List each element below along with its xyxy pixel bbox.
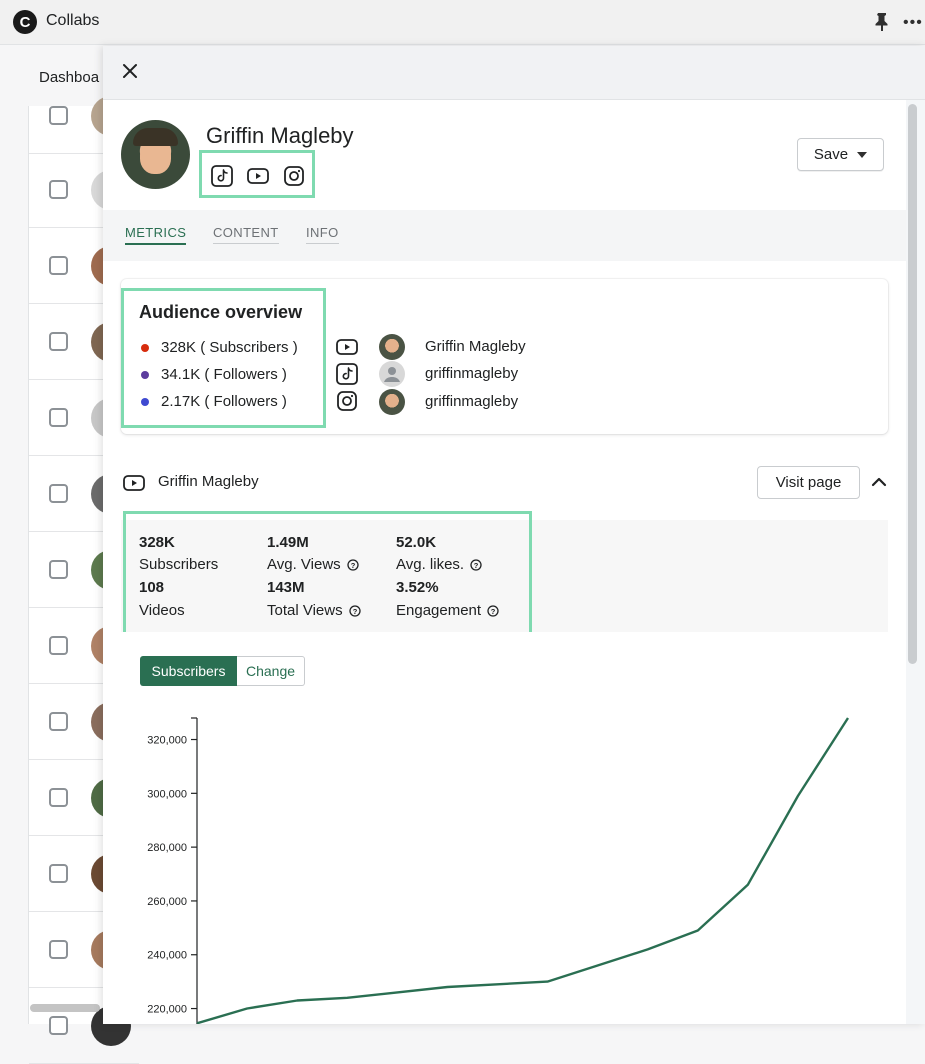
tab-info[interactable]: INFO [306,225,339,244]
tab-content[interactable]: CONTENT [213,225,279,244]
app-title: Collabs [46,12,100,29]
row-checkbox[interactable] [49,864,68,883]
status-dot [141,370,149,379]
stat-label: Engagement ? [396,602,499,619]
stat-label: Avg. likes. ? [396,556,482,573]
chart-card [121,632,888,1024]
visit-page-button[interactable]: Visit page [757,466,860,499]
status-dot [141,343,149,352]
y-tick-label: 260,000 [147,896,187,908]
instagram-icon[interactable] [283,165,305,187]
row-checkbox[interactable] [49,636,68,655]
change-toggle[interactable]: Change [237,656,305,686]
row-checkbox[interactable] [49,332,68,351]
social-links [199,150,315,198]
row-checkbox[interactable] [49,106,68,125]
avatar [379,389,405,415]
stat-value: 3.52% [396,579,439,596]
tabs: METRICS CONTENT INFO [103,210,906,261]
svg-text:?: ? [352,607,357,616]
chevron-up-icon[interactable] [871,475,887,489]
audience-card [121,279,888,434]
audience-title: Audience overview [139,302,303,322]
help-icon[interactable]: ? [347,558,359,571]
series-line [196,717,850,1024]
status-dot [141,397,149,406]
profile-name: Griffin Magleby [206,123,354,148]
row-checkbox[interactable] [49,788,68,807]
row-checkbox[interactable] [49,560,68,579]
y-tick-label: 300,000 [147,788,187,800]
row-checkbox[interactable] [49,256,68,275]
caret-down-icon [857,151,868,158]
tiktok-icon[interactable] [211,165,233,187]
row-checkbox[interactable] [49,712,68,731]
stat-value: 108 [139,579,165,596]
y-tick-label: 220,000 [147,1004,187,1016]
subscribers-toggle[interactable]: Subscribers [140,656,237,686]
tab-metrics[interactable]: METRICS [125,225,187,245]
profile-header: Griffin Magleby Save [103,100,906,210]
row-checkbox[interactable] [49,484,68,503]
subscribers-chart: 220,000 240,000 260,000 280,000 300,000 320,0… [147,717,850,1024]
stat-label: Avg. Views ? [267,556,359,573]
instagram-icon [337,391,357,411]
close-icon[interactable] [122,63,138,79]
youtube-icon [336,339,358,355]
row-checkbox[interactable] [49,940,68,959]
svg-text:?: ? [350,561,355,570]
svg-text:?: ? [474,561,479,570]
stat-value: 52.0K [396,534,437,551]
svg-text:?: ? [491,607,496,616]
stat-value: 1.49M [267,534,309,551]
stat-label: Subscribers [139,556,219,573]
dashboard-tab[interactable]: Dashboa [39,69,100,86]
save-label: Save [813,146,849,163]
avatar [121,120,190,189]
stats-panel [121,520,888,632]
youtube-icon [123,475,145,491]
row-checkbox[interactable] [49,1016,68,1035]
pin-icon[interactable] [874,12,890,32]
y-tick-label: 320,000 [147,735,187,747]
youtube-icon[interactable] [247,165,269,187]
stat-value: 328K [139,534,175,551]
audience-line: 328K ( Subscribers ) [141,339,298,356]
account-name[interactable]: griffinmagleby [425,393,519,410]
vertical-scrollbar[interactable] [908,104,917,664]
account-name[interactable]: Griffin Magleby [425,338,526,355]
help-icon[interactable]: ? [487,604,499,617]
app-bar: C Collabs ••• [0,0,925,45]
row-checkbox[interactable] [49,408,68,427]
save-button[interactable]: Save [797,138,884,171]
y-tick-label: 240,000 [147,950,187,962]
row-checkbox[interactable] [49,180,68,199]
audience-line: 2.17K ( Followers ) [141,393,287,410]
stat-label: Total Views ? [267,602,361,619]
help-icon[interactable]: ? [470,558,482,571]
horizontal-scrollbar[interactable] [30,1004,100,1012]
creator-detail-panel: Griffin Magleby Save METRICS CONTENT INF… [103,46,925,1024]
y-tick-label: 280,000 [147,842,187,854]
stat-value: 143M [267,579,305,596]
panel-topbar [103,46,925,100]
audience-line: 34.1K ( Followers ) [141,366,287,383]
audience-highlight [121,288,326,428]
stat-label: Videos [139,602,185,619]
default-avatar-icon [379,361,405,387]
channel-name: Griffin Magleby [158,473,259,490]
avatar [379,334,405,360]
tiktok-icon [336,363,358,385]
help-icon[interactable]: ? [348,604,361,617]
collabs-logo-icon: C [13,10,37,34]
account-name[interactable]: griffinmagleby [425,365,519,382]
more-icon[interactable]: ••• [903,14,923,31]
